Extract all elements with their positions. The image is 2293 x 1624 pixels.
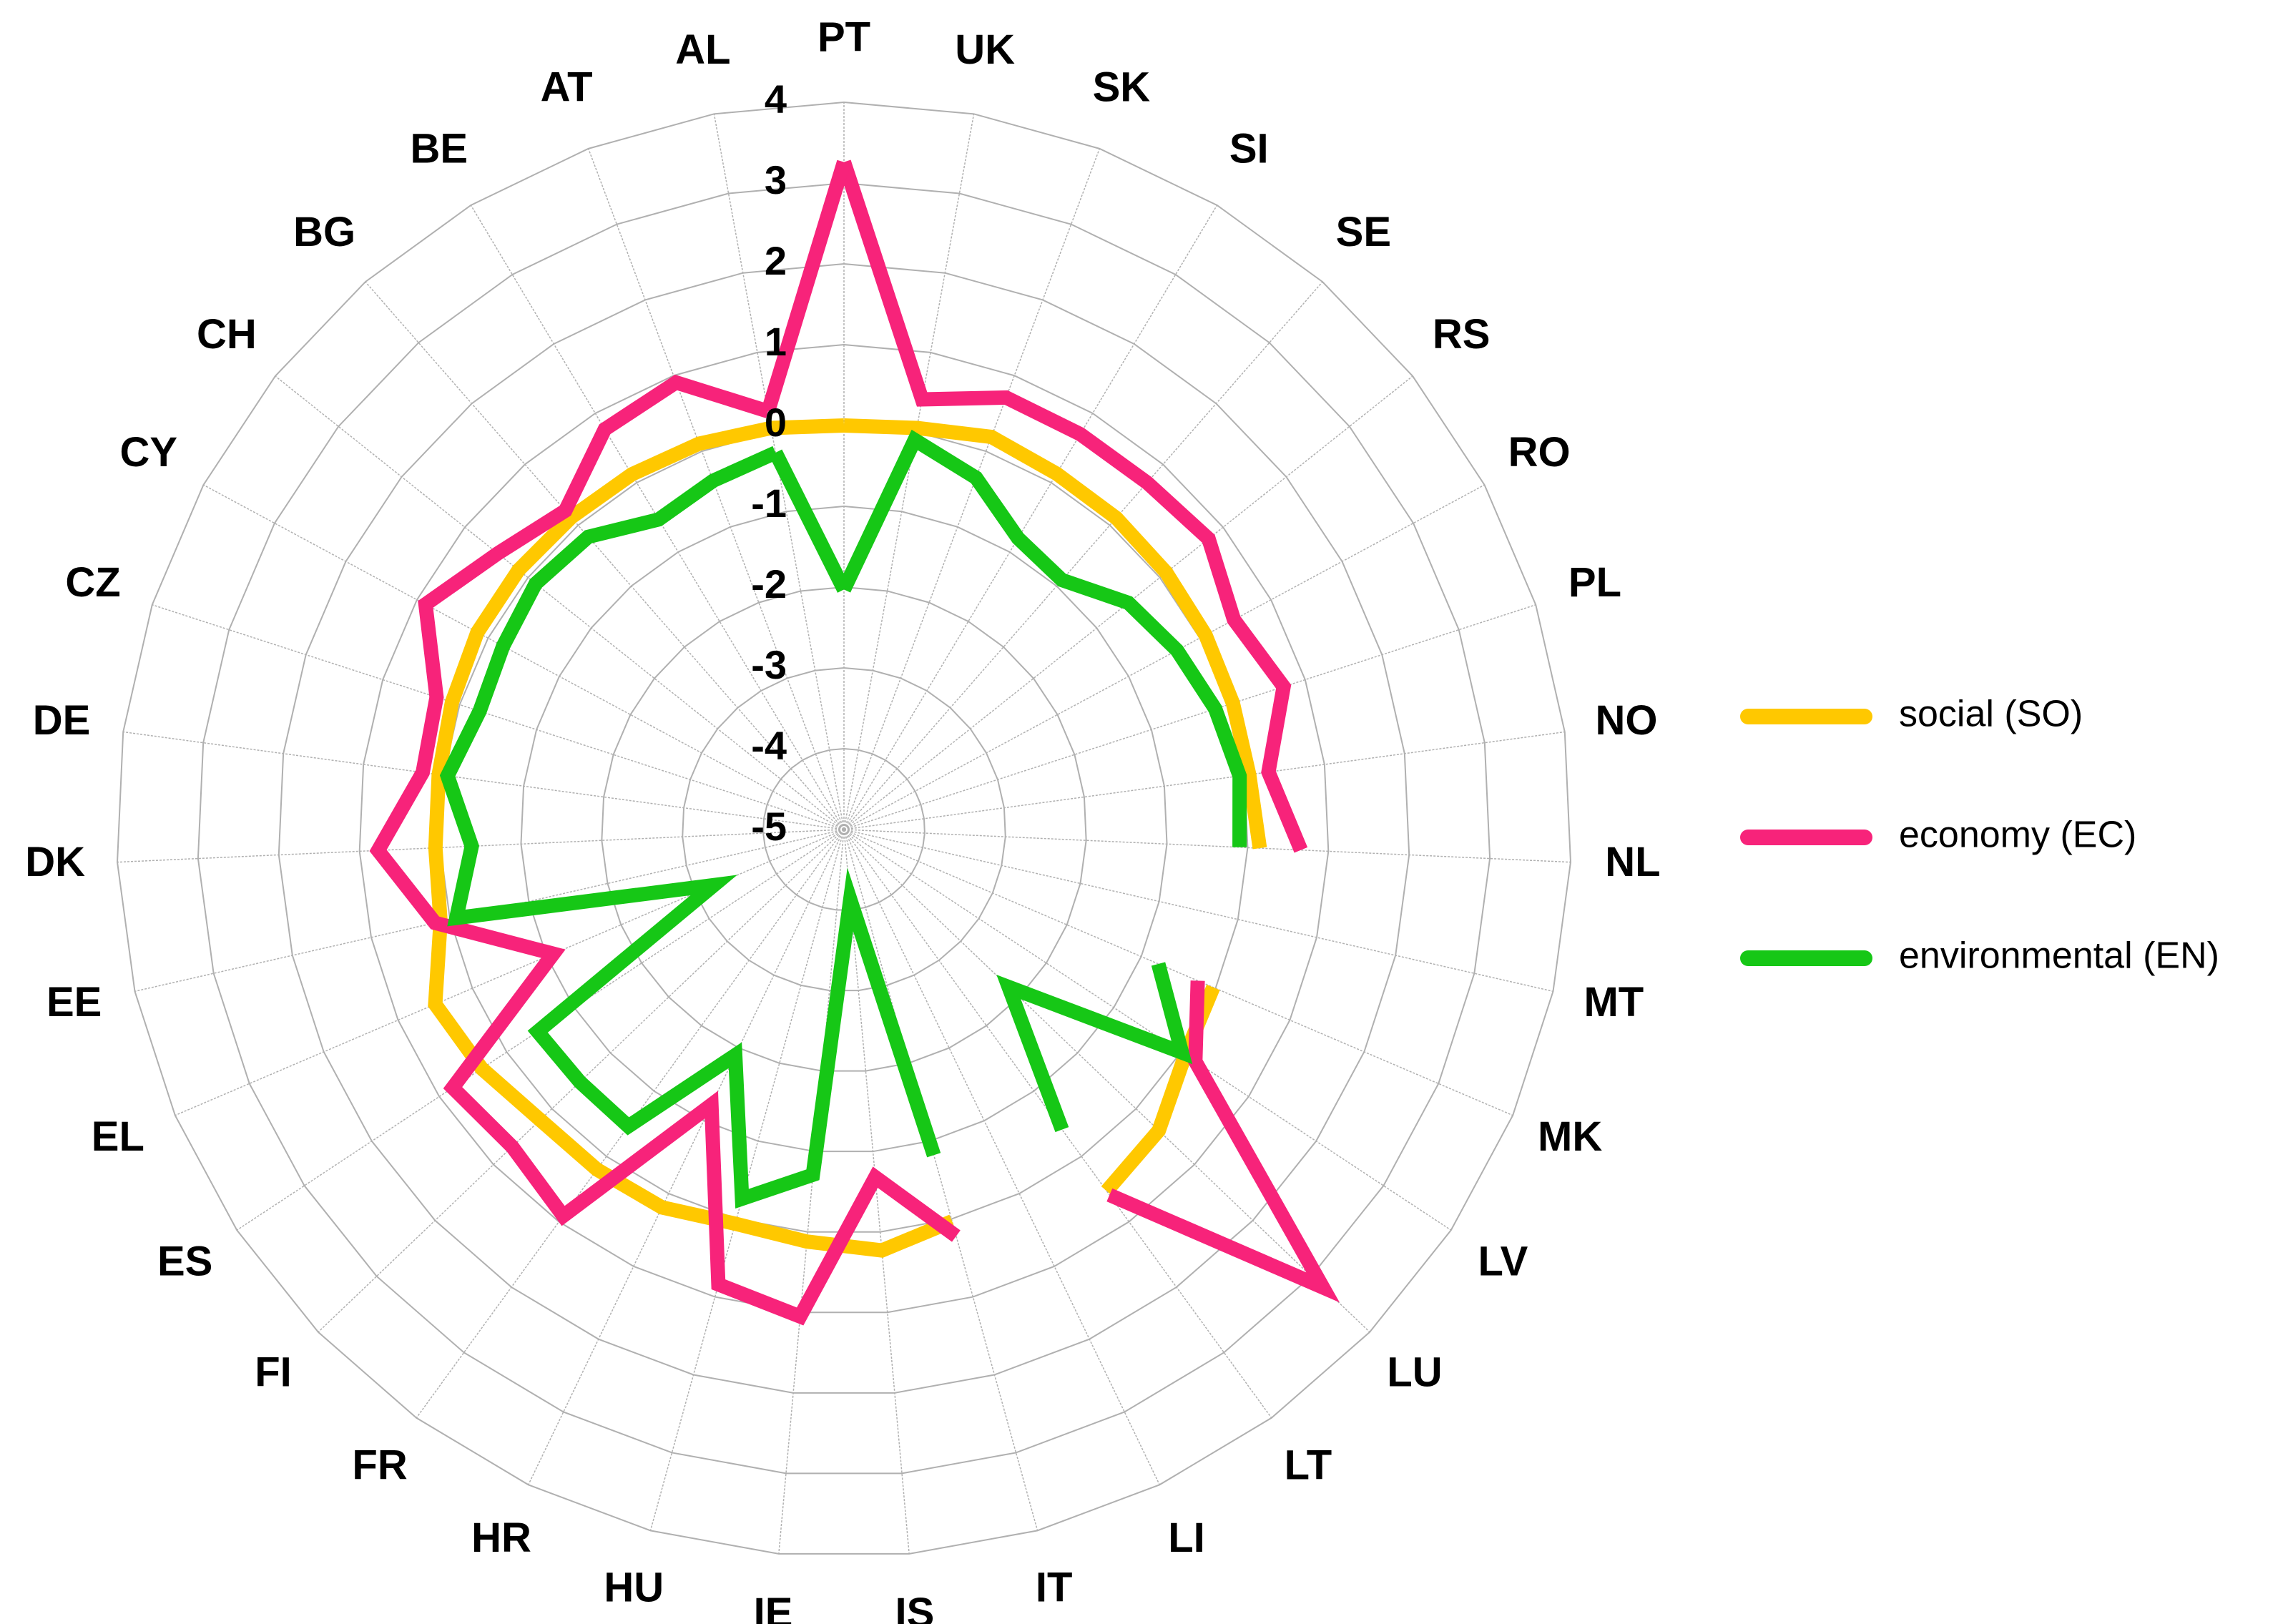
series-line [369,159,1340,1326]
category-label: DE [33,697,91,744]
category-label: IE [754,1590,793,1624]
category-label: NO [1596,697,1658,744]
r-tick-label: 4 [765,77,787,122]
spoke [843,484,1485,830]
category-label: PL [1568,559,1621,606]
spoke [843,375,1413,830]
r-tick-label: 1 [765,319,787,364]
category-label: HU [604,1565,664,1611]
category-label: EL [92,1113,144,1160]
spoke [117,829,845,863]
spoke [175,829,845,1116]
grid-ring [117,101,1571,1555]
spoke [843,829,1571,863]
legend-label: environmental (EN) [1899,935,2219,977]
category-label: UK [955,26,1015,73]
category-label: IS [895,1590,935,1624]
r-tick-label: -1 [751,481,787,526]
grid-ring [520,505,1168,1153]
category-label: EE [46,979,102,1025]
spoke [843,829,1452,1231]
legend-label: economy (EC) [1899,815,2136,856]
spoke [843,604,1536,830]
category-label: RO [1508,429,1571,476]
category-label: AT [541,64,593,111]
category-label: MT [1584,979,1644,1025]
spoke [528,829,845,1485]
spoke [843,829,1272,1419]
spoke [152,604,845,830]
category-label: LU [1387,1349,1442,1395]
spoke [843,205,1218,830]
spoke [778,829,845,1554]
r-tick-label: -3 [751,642,787,687]
spoke [843,829,1039,1531]
spoke [275,375,845,830]
category-label: ES [157,1239,212,1285]
spoke [843,829,910,1554]
category-label: AL [675,26,730,73]
category-label: CH [197,311,257,358]
category-label: SK [1093,64,1151,111]
grid-ring [601,586,1087,1072]
spoke [843,829,1370,1333]
legend-label: social (SO) [1899,694,2083,735]
series-line-closure [769,449,850,593]
category-label: BG [293,209,355,255]
category-label: FR [352,1442,407,1488]
category-label: NL [1605,839,1660,885]
category-label: SE [1336,209,1391,255]
category-label: CZ [65,559,120,606]
spoke [365,281,845,830]
spoke [134,829,845,993]
category-label: BE [410,126,468,172]
spoke [236,829,845,1231]
series-line-closure [761,159,851,414]
spoke [843,114,975,830]
grid-ring [358,343,1330,1314]
spoke [587,148,845,830]
category-label: RS [1433,311,1491,358]
spoke [318,829,845,1333]
spoke [843,829,1553,993]
spoke [843,731,1565,830]
category-label: LV [1478,1239,1528,1285]
series-line [439,429,1247,1209]
r-tick-label: -5 [751,804,787,849]
spoke [713,114,845,830]
grid-ring [197,182,1491,1475]
r-tick-label: -2 [751,561,787,606]
r-tick-label: -4 [751,723,787,768]
spoke [843,829,1160,1485]
spoke [203,484,845,830]
category-label: CY [120,429,178,476]
r-tick-label: 2 [765,238,787,283]
series-line-closure [770,418,845,435]
category-label: LT [1285,1442,1332,1488]
category-label: PT [817,14,870,60]
spoke [649,829,845,1531]
spoke [123,731,845,830]
r-tick-label: 0 [765,400,787,445]
category-label: FI [255,1349,292,1395]
r-tick-label: 3 [765,157,787,202]
spoke [843,281,1323,830]
grid-ring [278,262,1410,1394]
category-label: MK [1538,1113,1602,1160]
spoke [843,829,1513,1116]
category-label: DK [25,839,85,885]
spoke [843,148,1101,830]
category-label: SI [1229,126,1269,172]
category-label: HR [471,1515,531,1561]
spoke [416,829,845,1419]
category-label: IT [1036,1565,1073,1611]
category-label: LI [1168,1515,1205,1561]
spoke [470,205,845,830]
